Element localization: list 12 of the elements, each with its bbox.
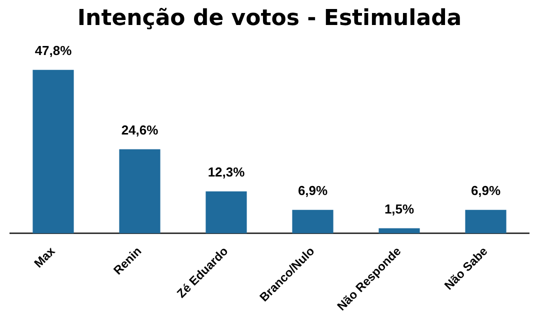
bar	[32, 70, 74, 234]
data-label: 6,9%	[470, 182, 501, 198]
data-label: 24,6%	[121, 122, 159, 138]
data-label: 12,3%	[208, 164, 246, 180]
chart-title: Intenção de votos - Estimulada	[77, 6, 462, 31]
bar	[292, 210, 334, 234]
bar	[206, 191, 247, 234]
bar	[465, 210, 506, 234]
data-label: 47,8%	[34, 43, 72, 58]
data-label: 6,9%	[298, 182, 328, 198]
bar	[119, 149, 160, 234]
data-label: 1,5%	[384, 201, 414, 216]
